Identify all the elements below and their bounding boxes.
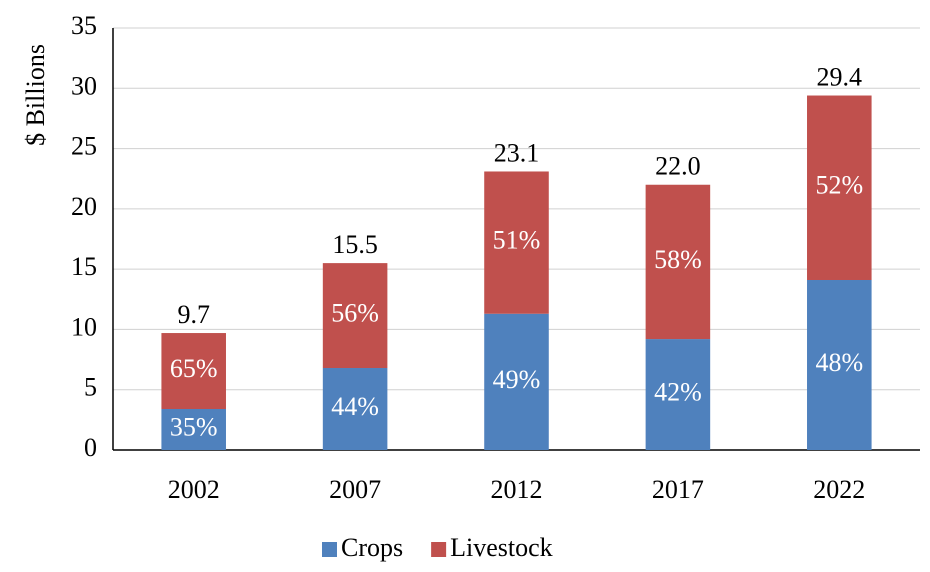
- bar-segment: [484, 313, 549, 450]
- bar-segment: [484, 171, 549, 314]
- y-tick-label: 30: [71, 71, 97, 100]
- total-label: 22.0: [655, 152, 701, 181]
- y-tick-label: 5: [84, 373, 97, 402]
- segment-label: 49%: [493, 365, 541, 394]
- bar-segment: [161, 333, 226, 410]
- segment-label: 35%: [170, 412, 218, 441]
- y-tick-label: 25: [71, 132, 97, 161]
- segment-label: 51%: [493, 226, 541, 255]
- legend-swatch: [322, 542, 337, 557]
- total-label: 15.5: [332, 230, 378, 259]
- segment-label: 56%: [331, 299, 379, 328]
- segment-label: 65%: [170, 354, 218, 383]
- y-tick-label: 20: [71, 192, 97, 221]
- segment-label: 58%: [654, 245, 702, 274]
- y-tick-label: 0: [84, 433, 97, 462]
- segment-label: 44%: [331, 392, 379, 421]
- y-tick-label: 35: [71, 11, 97, 40]
- legend-swatch: [431, 542, 447, 557]
- x-tick-label: 2007: [329, 475, 381, 504]
- segment-label: 48%: [815, 348, 863, 377]
- y-tick-label: 10: [71, 312, 97, 341]
- bar-segment: [807, 279, 872, 450]
- total-label: 23.1: [494, 138, 540, 167]
- segment-label: 42%: [654, 378, 702, 407]
- segment-label: 52%: [815, 171, 863, 200]
- x-tick-label: 2017: [652, 475, 704, 504]
- bar-segment: [322, 368, 388, 450]
- y-tick-label: 15: [71, 252, 97, 281]
- bar-segment: [161, 409, 226, 450]
- bar-segment: [645, 184, 711, 340]
- total-label: 29.4: [817, 62, 863, 91]
- bar-segment: [322, 263, 388, 369]
- bar-segment: [645, 339, 711, 450]
- bar-segment: [807, 95, 872, 280]
- legend-label: Crops: [341, 533, 403, 562]
- x-tick-label: 2022: [813, 475, 865, 504]
- legend-label: Livestock: [450, 533, 553, 562]
- y-axis-label: $ Billions: [21, 44, 50, 146]
- total-label: 9.7: [177, 300, 210, 329]
- x-tick-label: 2012: [491, 475, 543, 504]
- x-tick-label: 2002: [168, 475, 220, 504]
